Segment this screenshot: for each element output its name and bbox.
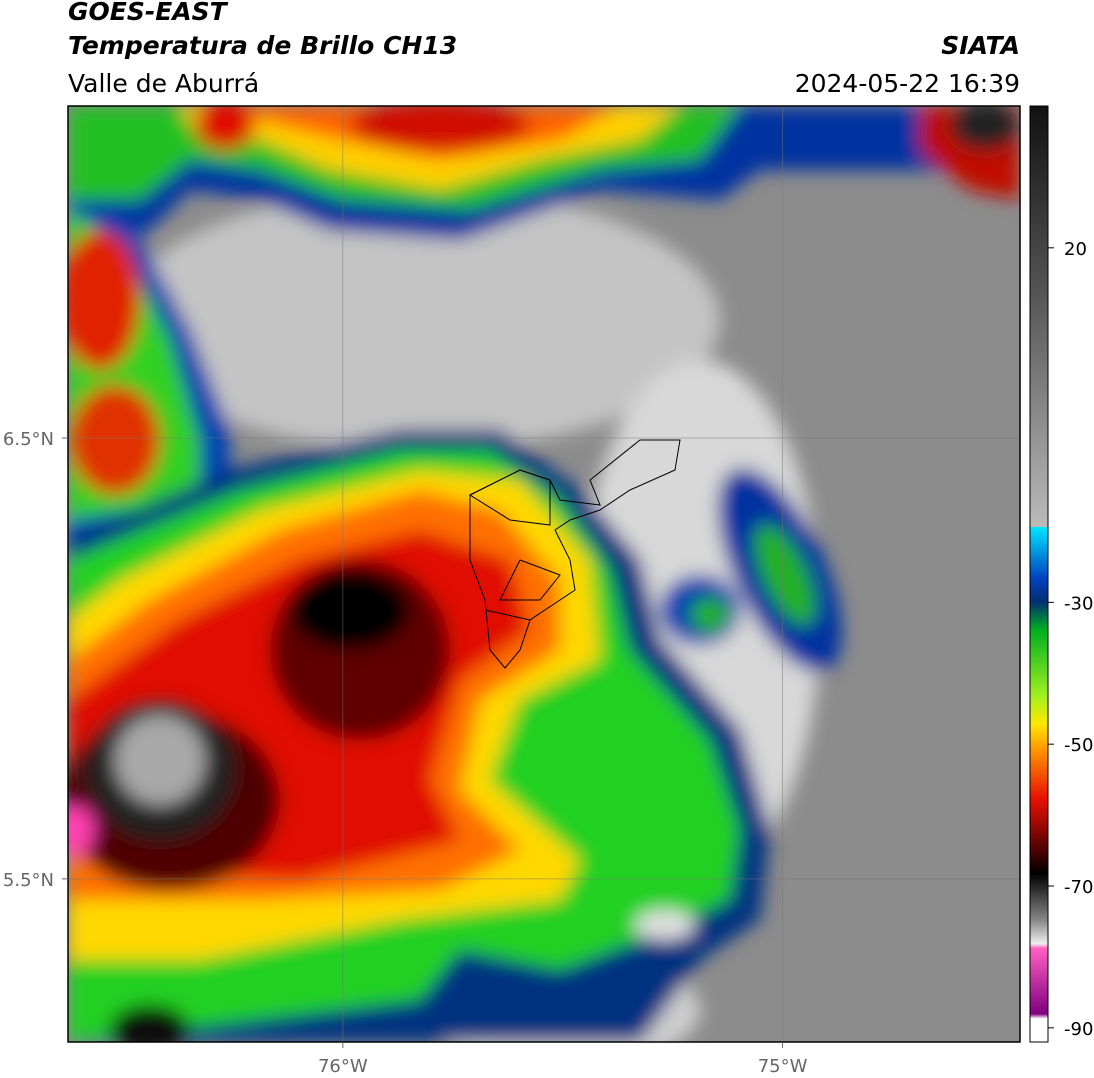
region: Valle de Aburrá — [68, 69, 259, 98]
colorbar-tick-label: -90 — [1064, 1019, 1093, 1040]
source: SIATA — [941, 31, 1020, 60]
datetime: 2024-05-22 16:39 — [795, 69, 1020, 98]
municipal-boundaries — [468, 439, 681, 669]
y-tick-label: 5.5°N — [3, 870, 54, 891]
x-tick-label: 76°W — [318, 1056, 368, 1077]
x-tick-label: 75°W — [758, 1056, 808, 1077]
y-tick-label: 6.5°N — [3, 429, 54, 450]
colorbar-tick-label: -70 — [1064, 877, 1093, 898]
colorbar-tick-label: 20 — [1064, 239, 1087, 260]
colorbar-tick-label: -50 — [1064, 735, 1093, 756]
colorbar — [1029, 105, 1049, 1043]
title: GOES-EAST — [68, 0, 229, 26]
map-frame — [67, 105, 1021, 1043]
subtitle: Temperatura de Brillo CH13 — [68, 31, 457, 60]
colorbar-tick-label: -30 — [1064, 593, 1093, 614]
satellite-image — [68, 106, 1020, 1042]
